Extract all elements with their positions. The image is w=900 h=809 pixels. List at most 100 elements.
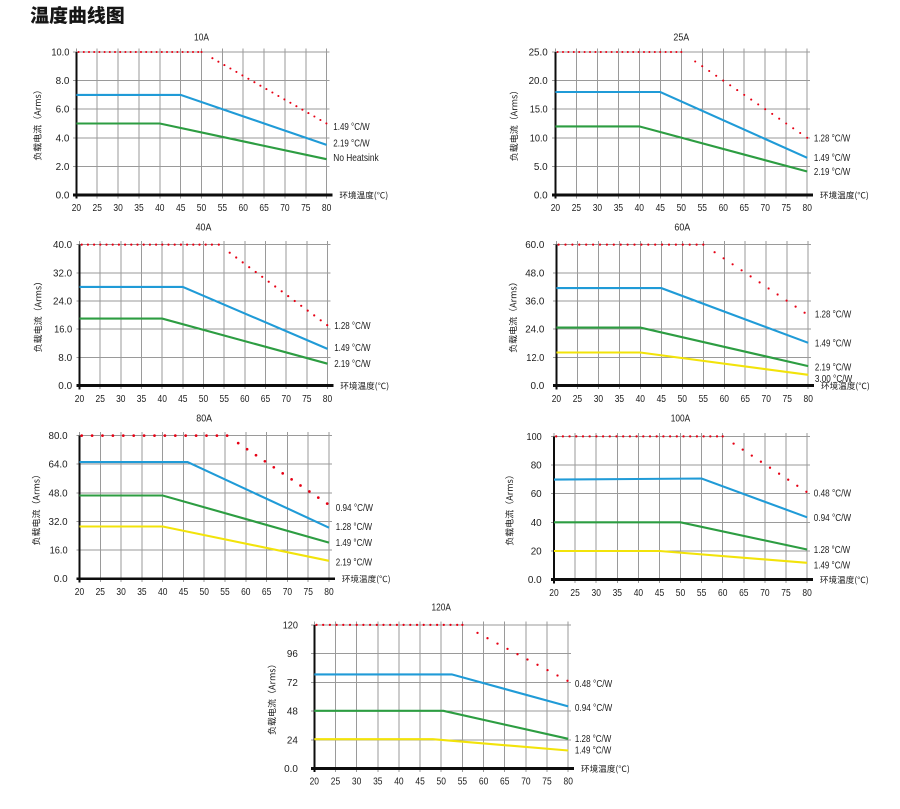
svg-text:1.49 °C/W: 1.49 °C/W (333, 122, 370, 133)
svg-text:4.0: 4.0 (56, 133, 70, 144)
svg-text:35: 35 (137, 394, 147, 405)
svg-text:70: 70 (282, 394, 292, 405)
svg-text:35: 35 (615, 394, 625, 405)
svg-text:20: 20 (531, 547, 542, 558)
svg-text:40: 40 (531, 518, 542, 529)
svg-text:20: 20 (551, 203, 561, 214)
svg-text:70: 70 (521, 777, 531, 788)
svg-text:48: 48 (287, 707, 298, 718)
svg-text:0.48 °C/W: 0.48 °C/W (575, 679, 613, 690)
svg-text:80.0: 80.0 (49, 431, 68, 442)
svg-text:30: 30 (116, 587, 126, 598)
svg-text:3.00 °C/W: 3.00 °C/W (815, 374, 853, 385)
svg-text:2.19 °C/W: 2.19 °C/W (333, 139, 370, 150)
svg-text:8.0: 8.0 (56, 76, 70, 87)
svg-text:65: 65 (261, 394, 271, 405)
svg-text:35: 35 (613, 588, 623, 599)
svg-text:0.94 °C/W: 0.94 °C/W (575, 703, 613, 714)
svg-text:25.0: 25.0 (529, 48, 548, 59)
svg-text:50: 50 (197, 203, 207, 214)
svg-text:45: 45 (176, 203, 186, 214)
svg-text:25: 25 (331, 777, 341, 788)
svg-text:50: 50 (437, 777, 447, 788)
svg-text:70: 70 (760, 588, 770, 599)
svg-text:60: 60 (479, 777, 489, 788)
svg-text:60: 60 (531, 489, 542, 500)
svg-text:45: 45 (179, 587, 189, 598)
svg-text:1.49 °C/W: 1.49 °C/W (334, 343, 371, 354)
svg-text:2.0: 2.0 (56, 162, 70, 173)
svg-text:75: 75 (301, 203, 311, 214)
svg-text:40: 40 (394, 777, 404, 788)
svg-text:50: 50 (677, 203, 687, 214)
svg-text:24.0: 24.0 (53, 297, 72, 308)
svg-text:80A: 80A (196, 414, 212, 425)
svg-text:60: 60 (239, 203, 249, 214)
svg-text:75: 75 (783, 394, 793, 405)
svg-text:2.19 °C/W: 2.19 °C/W (815, 362, 852, 373)
svg-text:64.0: 64.0 (49, 460, 68, 471)
svg-text:No Heatsink: No Heatsink (333, 153, 379, 164)
svg-text:40: 40 (155, 203, 165, 214)
svg-text:30: 30 (593, 203, 603, 214)
svg-text:65: 65 (500, 777, 510, 788)
svg-text:8.0: 8.0 (58, 353, 72, 364)
svg-text:10A: 10A (194, 33, 209, 44)
svg-text:0.0: 0.0 (284, 764, 298, 775)
svg-text:20: 20 (310, 777, 320, 788)
svg-text:80: 80 (323, 394, 333, 405)
svg-text:30: 30 (352, 777, 362, 788)
svg-text:96: 96 (287, 649, 298, 660)
svg-text:70: 70 (283, 587, 293, 598)
svg-text:120: 120 (283, 620, 298, 631)
svg-text:65: 65 (262, 587, 272, 598)
svg-text:60: 60 (718, 588, 728, 599)
svg-text:45: 45 (657, 394, 667, 405)
svg-text:24.0: 24.0 (525, 325, 544, 336)
svg-text:25: 25 (573, 394, 583, 405)
svg-text:30: 30 (594, 394, 604, 405)
svg-text:25: 25 (96, 587, 106, 598)
svg-text:40: 40 (158, 394, 168, 405)
svg-text:45: 45 (178, 394, 188, 405)
svg-text:35: 35 (614, 203, 624, 214)
svg-text:0.0: 0.0 (531, 381, 545, 392)
svg-text:20.0: 20.0 (529, 76, 548, 87)
svg-text:10.0: 10.0 (51, 48, 69, 59)
svg-text:55: 55 (698, 203, 708, 214)
svg-text:45: 45 (415, 777, 425, 788)
svg-text:65: 65 (740, 203, 750, 214)
svg-text:1.28 °C/W: 1.28 °C/W (336, 522, 373, 533)
svg-text:20: 20 (75, 394, 85, 405)
svg-text:1.28 °C/W: 1.28 °C/W (814, 133, 851, 144)
svg-text:65: 65 (739, 588, 749, 599)
svg-text:60.0: 60.0 (525, 240, 544, 251)
svg-text:50: 50 (200, 587, 210, 598)
svg-text:55: 55 (220, 587, 230, 598)
svg-text:65: 65 (259, 203, 269, 214)
svg-text:6.0: 6.0 (56, 105, 70, 116)
svg-text:0.0: 0.0 (54, 574, 68, 585)
svg-text:80: 80 (804, 394, 814, 405)
svg-text:60: 60 (241, 587, 251, 598)
svg-text:1.49 °C/W: 1.49 °C/W (815, 338, 852, 349)
svg-text:30: 30 (592, 588, 602, 599)
svg-text:100: 100 (527, 432, 542, 443)
svg-text:80: 80 (531, 461, 542, 472)
svg-text:0.0: 0.0 (528, 575, 542, 586)
svg-text:80: 80 (564, 777, 574, 788)
svg-text:50: 50 (199, 394, 209, 405)
svg-text:55: 55 (458, 777, 468, 788)
svg-text:1.28 °C/W: 1.28 °C/W (334, 321, 371, 332)
svg-text:32.0: 32.0 (49, 517, 68, 528)
svg-text:50: 50 (676, 588, 686, 599)
svg-text:36.0: 36.0 (525, 297, 544, 308)
svg-text:25A: 25A (673, 33, 689, 44)
svg-text:60: 60 (240, 394, 250, 405)
svg-text:35: 35 (134, 203, 144, 214)
svg-text:48.0: 48.0 (49, 488, 68, 499)
svg-text:70: 70 (761, 203, 771, 214)
svg-text:45: 45 (655, 588, 665, 599)
svg-text:60: 60 (720, 394, 730, 405)
svg-text:25: 25 (570, 588, 580, 599)
